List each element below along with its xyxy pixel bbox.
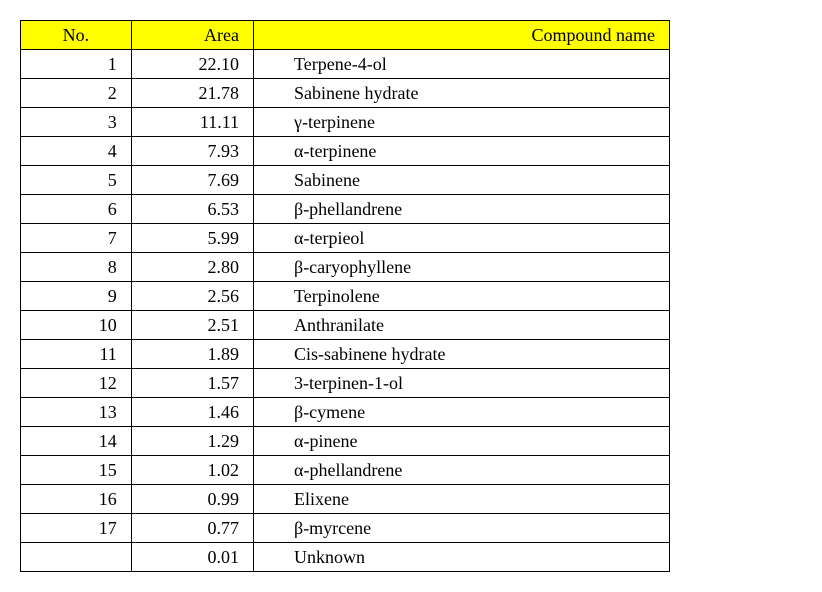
cell-no: 6	[21, 195, 132, 224]
table-row: 111.89Cis-sabinene hydrate	[21, 340, 670, 369]
cell-compound-name: β-phellandrene	[254, 195, 670, 224]
cell-no: 11	[21, 340, 132, 369]
cell-no: 1	[21, 50, 132, 79]
table-row: 82.80β-caryophyllene	[21, 253, 670, 282]
cell-no: 12	[21, 369, 132, 398]
cell-no: 14	[21, 427, 132, 456]
cell-area: 0.01	[131, 543, 253, 572]
table-row: 221.78Sabinene hydrate	[21, 79, 670, 108]
cell-area: 6.53	[131, 195, 253, 224]
cell-area: 2.80	[131, 253, 253, 282]
table-body: 122.10Terpene-4-ol221.78Sabinene hydrate…	[21, 50, 670, 572]
header-area: Area	[131, 21, 253, 50]
cell-no: 3	[21, 108, 132, 137]
cell-no: 16	[21, 485, 132, 514]
table-row: 47.93α-terpinene	[21, 137, 670, 166]
cell-area: 1.29	[131, 427, 253, 456]
table-row: 102.51Anthranilate	[21, 311, 670, 340]
cell-area: 22.10	[131, 50, 253, 79]
cell-compound-name: Terpene-4-ol	[254, 50, 670, 79]
cell-no: 10	[21, 311, 132, 340]
cell-area: 7.69	[131, 166, 253, 195]
cell-no: 4	[21, 137, 132, 166]
cell-compound-name: β-cymene	[254, 398, 670, 427]
cell-compound-name: α-pinene	[254, 427, 670, 456]
table-row: 151.02α-phellandrene	[21, 456, 670, 485]
cell-compound-name: Sabinene	[254, 166, 670, 195]
cell-compound-name: Sabinene hydrate	[254, 79, 670, 108]
cell-area: 7.93	[131, 137, 253, 166]
table-row: 75.99α-terpieol	[21, 224, 670, 253]
table-row: 0.01Unknown	[21, 543, 670, 572]
cell-no: 15	[21, 456, 132, 485]
table-row: 57.69Sabinene	[21, 166, 670, 195]
cell-area: 0.77	[131, 514, 253, 543]
cell-area: 1.46	[131, 398, 253, 427]
cell-compound-name: β-myrcene	[254, 514, 670, 543]
cell-compound-name: α-terpinene	[254, 137, 670, 166]
table-row: 160.99Elixene	[21, 485, 670, 514]
cell-area: 1.57	[131, 369, 253, 398]
cell-compound-name: β-caryophyllene	[254, 253, 670, 282]
cell-area: 0.99	[131, 485, 253, 514]
cell-area: 2.51	[131, 311, 253, 340]
cell-no	[21, 543, 132, 572]
cell-compound-name: Elixene	[254, 485, 670, 514]
cell-no: 5	[21, 166, 132, 195]
compound-table: No. Area Compound name 122.10Terpene-4-o…	[20, 20, 670, 572]
cell-no: 7	[21, 224, 132, 253]
header-row: No. Area Compound name	[21, 21, 670, 50]
table-row: 92.56Terpinolene	[21, 282, 670, 311]
cell-area: 1.89	[131, 340, 253, 369]
cell-area: 2.56	[131, 282, 253, 311]
cell-compound-name: α-terpieol	[254, 224, 670, 253]
header-no: No.	[21, 21, 132, 50]
cell-compound-name: Unknown	[254, 543, 670, 572]
cell-compound-name: Anthranilate	[254, 311, 670, 340]
cell-compound-name: Terpinolene	[254, 282, 670, 311]
table-row: 311.11γ-terpinene	[21, 108, 670, 137]
table-row: 122.10Terpene-4-ol	[21, 50, 670, 79]
table-row: 66.53β-phellandrene	[21, 195, 670, 224]
cell-area: 5.99	[131, 224, 253, 253]
table-row: 131.46β-cymene	[21, 398, 670, 427]
table-row: 170.77β-myrcene	[21, 514, 670, 543]
cell-no: 13	[21, 398, 132, 427]
cell-compound-name: 3-terpinen-1-ol	[254, 369, 670, 398]
cell-no: 8	[21, 253, 132, 282]
header-name: Compound name	[254, 21, 670, 50]
cell-area: 11.11	[131, 108, 253, 137]
cell-area: 1.02	[131, 456, 253, 485]
cell-no: 17	[21, 514, 132, 543]
cell-compound-name: Cis-sabinene hydrate	[254, 340, 670, 369]
table-header: No. Area Compound name	[21, 21, 670, 50]
cell-compound-name: γ-terpinene	[254, 108, 670, 137]
table-row: 141.29α-pinene	[21, 427, 670, 456]
table-row: 121.573-terpinen-1-ol	[21, 369, 670, 398]
cell-no: 2	[21, 79, 132, 108]
cell-no: 9	[21, 282, 132, 311]
cell-compound-name: α-phellandrene	[254, 456, 670, 485]
cell-area: 21.78	[131, 79, 253, 108]
